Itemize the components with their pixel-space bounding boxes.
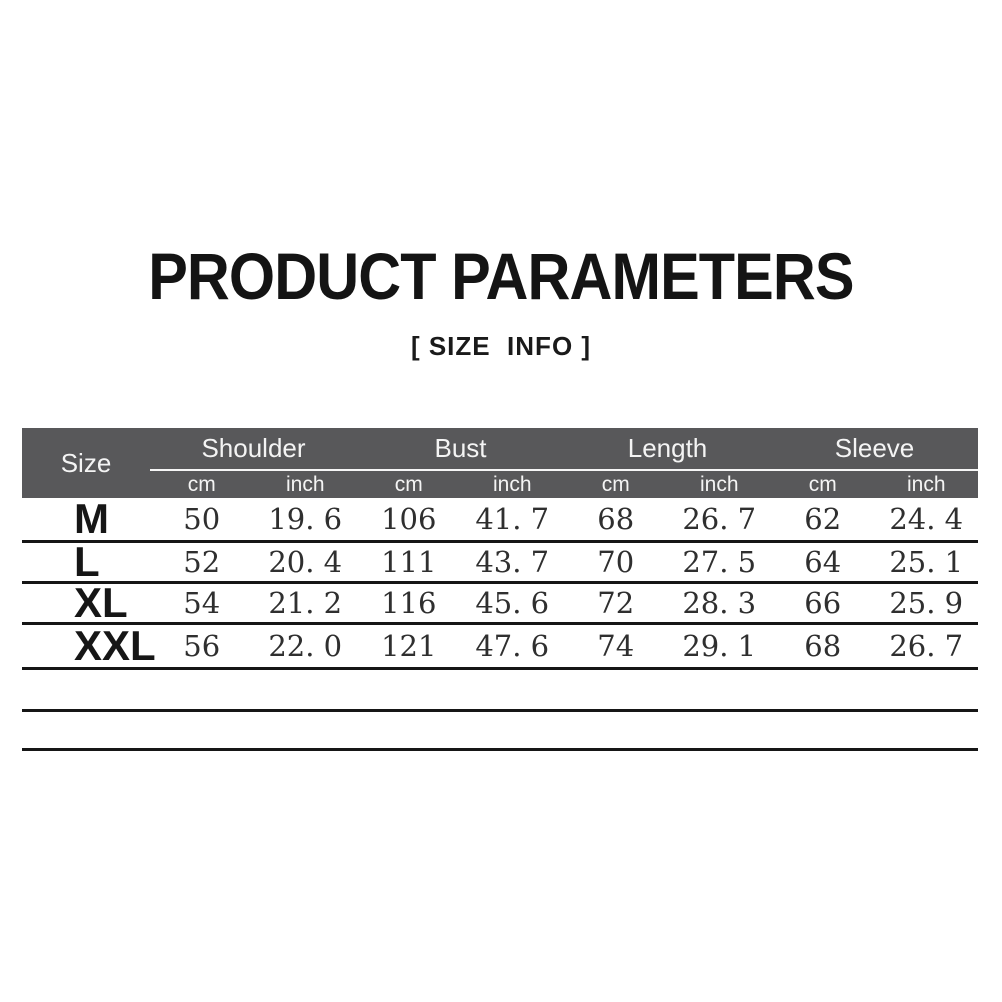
value-length-inch: 27. 5 [682, 544, 757, 579]
unit-header-bust-inch: inch [492, 472, 532, 496]
unit-header-row: cm inch cm inch cm inch cm inch [150, 471, 978, 498]
value-sleeve-cm: 66 [804, 585, 842, 620]
value-length-inch: 26. 7 [682, 501, 757, 536]
column-header-size: Size [60, 447, 112, 478]
value-shoulder-inch: 19. 6 [268, 501, 343, 536]
size-label: L [74, 538, 100, 585]
value-sleeve-inch: 25. 1 [889, 544, 964, 579]
page-subtitle: [ SIZE INFO ] [0, 331, 1002, 361]
value-bust-inch: 43. 7 [475, 544, 550, 579]
value-sleeve-cm: 64 [804, 544, 842, 579]
column-group-bust: Bust [434, 433, 487, 463]
unit-header-shoulder-inch: inch [285, 472, 325, 496]
value-shoulder-cm: 56 [183, 628, 221, 663]
group-header-row: Shoulder Bust Length Sleeve [150, 428, 978, 471]
value-sleeve-cm: 68 [804, 628, 842, 663]
table-row-l: L 52 20. 4 111 43. 7 70 27. 5 64 25. 1 [22, 538, 978, 585]
value-bust-inch: 45. 6 [475, 585, 550, 620]
row-values: 56 22. 0 121 47. 6 74 29. 1 68 26. 7 [150, 628, 978, 663]
value-bust-inch: 41. 7 [475, 501, 550, 536]
column-group-shoulder: Shoulder [201, 433, 306, 463]
value-bust-cm: 111 [381, 544, 437, 579]
value-sleeve-inch: 25. 9 [889, 585, 964, 620]
table-header-band: Size Shoulder Bust Length Sleeve cm inch… [22, 428, 978, 498]
unit-header-sleeve-inch: inch [906, 472, 946, 496]
column-group-sleeve: Sleeve [834, 433, 915, 463]
value-length-cm: 72 [597, 585, 635, 620]
table-row-m: M 50 19. 6 106 41. 7 68 26. 7 62 24. 4 [22, 498, 978, 543]
table-row-empty [22, 712, 978, 751]
value-sleeve-cm: 62 [804, 501, 842, 536]
value-shoulder-inch: 21. 2 [268, 585, 343, 620]
unit-header-length-cm: cm [601, 472, 630, 496]
page-title: PRODUCT PARAMETERS [0, 239, 1002, 313]
page-subtitle-text: [ SIZE INFO ] [410, 330, 592, 361]
value-shoulder-inch: 22. 0 [268, 628, 343, 663]
value-length-cm: 68 [597, 501, 635, 536]
value-length-cm: 70 [597, 544, 635, 579]
value-sleeve-inch: 26. 7 [889, 628, 964, 663]
measurement-columns-header: Shoulder Bust Length Sleeve cm inch cm i… [150, 428, 978, 498]
value-bust-cm: 116 [381, 585, 437, 620]
value-length-inch: 28. 3 [682, 585, 757, 620]
table-row-empty [22, 670, 978, 712]
page-title-text: PRODUCT PARAMETERS [148, 239, 854, 313]
value-shoulder-cm: 52 [183, 544, 221, 579]
row-values: 54 21. 2 116 45. 6 72 28. 3 66 25. 9 [150, 585, 978, 620]
value-bust-cm: 106 [381, 501, 437, 536]
unit-header-shoulder-cm: cm [187, 472, 216, 496]
value-bust-cm: 121 [381, 628, 437, 663]
value-shoulder-inch: 20. 4 [268, 544, 343, 579]
value-bust-inch: 47. 6 [475, 628, 550, 663]
value-shoulder-cm: 50 [183, 501, 221, 536]
value-length-cm: 74 [597, 628, 635, 663]
size-label: XL [74, 579, 128, 626]
row-values: 50 19. 6 106 41. 7 68 26. 7 62 24. 4 [150, 501, 978, 536]
size-label: M [74, 495, 109, 542]
value-shoulder-cm: 54 [183, 585, 221, 620]
value-length-inch: 29. 1 [682, 628, 757, 663]
column-group-length: Length [627, 433, 708, 463]
table-row-xxl: XXL 56 22. 0 121 47. 6 74 29. 1 68 26. 7 [22, 625, 978, 670]
row-values: 52 20. 4 111 43. 7 70 27. 5 64 25. 1 [150, 544, 978, 579]
unit-header-bust-cm: cm [394, 472, 423, 496]
table-row-xl: XL 54 21. 2 116 45. 6 72 28. 3 66 25. 9 [22, 579, 978, 626]
size-table: Size Shoulder Bust Length Sleeve cm inch… [22, 428, 978, 751]
size-label: XXL [74, 622, 156, 669]
value-sleeve-inch: 24. 4 [889, 501, 964, 536]
unit-header-sleeve-cm: cm [808, 472, 837, 496]
unit-header-length-inch: inch [699, 472, 739, 496]
